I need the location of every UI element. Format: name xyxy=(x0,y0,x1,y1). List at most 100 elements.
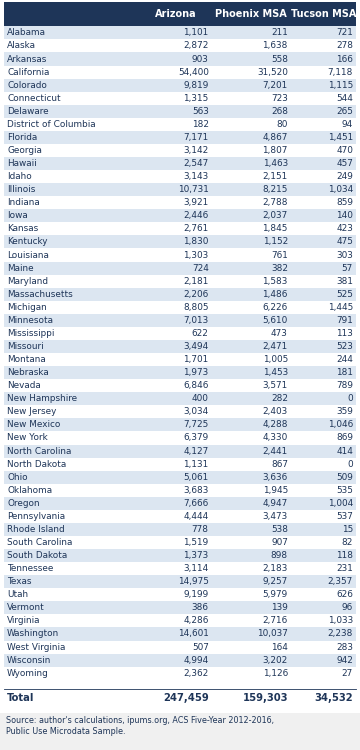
Text: 3,473: 3,473 xyxy=(263,512,288,521)
Text: 558: 558 xyxy=(271,55,288,64)
Text: 247,459: 247,459 xyxy=(163,694,209,703)
Bar xyxy=(4,301,356,313)
Text: 5,610: 5,610 xyxy=(263,316,288,325)
Text: 2,181: 2,181 xyxy=(183,277,209,286)
Bar xyxy=(4,496,356,510)
Text: 2,761: 2,761 xyxy=(184,224,209,233)
Text: 359: 359 xyxy=(336,407,353,416)
Text: North Dakota: North Dakota xyxy=(7,460,66,469)
Text: Alabama: Alabama xyxy=(7,28,46,38)
Bar xyxy=(4,640,356,653)
Text: 139: 139 xyxy=(271,603,288,612)
Text: 6,226: 6,226 xyxy=(263,303,288,312)
Text: 2,238: 2,238 xyxy=(328,629,353,638)
Text: 942: 942 xyxy=(336,656,353,664)
Text: 473: 473 xyxy=(271,329,288,338)
Text: 537: 537 xyxy=(336,512,353,521)
Text: 1,973: 1,973 xyxy=(184,368,209,377)
Text: 164: 164 xyxy=(271,643,288,652)
Text: 1,152: 1,152 xyxy=(263,238,288,247)
Text: 182: 182 xyxy=(192,120,209,129)
Text: 1,373: 1,373 xyxy=(184,551,209,560)
Text: 3,494: 3,494 xyxy=(184,342,209,351)
Bar xyxy=(4,688,356,708)
Text: District of Columbia: District of Columbia xyxy=(7,120,96,129)
Text: 778: 778 xyxy=(192,525,209,534)
Text: 3,636: 3,636 xyxy=(263,472,288,482)
Text: 4,127: 4,127 xyxy=(184,446,209,455)
Text: 622: 622 xyxy=(192,329,209,338)
Text: 9,199: 9,199 xyxy=(184,590,209,599)
Text: 3,571: 3,571 xyxy=(263,381,288,390)
Text: Iowa: Iowa xyxy=(7,211,28,220)
Text: 10,037: 10,037 xyxy=(257,629,288,638)
Text: 8,215: 8,215 xyxy=(262,185,288,194)
Text: 1,583: 1,583 xyxy=(262,277,288,286)
Text: Connecticut: Connecticut xyxy=(7,94,60,103)
Text: Wyoming: Wyoming xyxy=(7,669,49,678)
Text: 1,945: 1,945 xyxy=(263,486,288,495)
Text: 523: 523 xyxy=(336,342,353,351)
Text: 869: 869 xyxy=(336,433,353,442)
Text: 507: 507 xyxy=(192,643,209,652)
Text: 3,683: 3,683 xyxy=(183,486,209,495)
Text: West Virginia: West Virginia xyxy=(7,643,66,652)
Bar xyxy=(4,340,356,353)
Bar xyxy=(4,510,356,523)
Text: New Hampshire: New Hampshire xyxy=(7,394,77,404)
Text: 2,872: 2,872 xyxy=(183,41,209,50)
Text: 282: 282 xyxy=(271,394,288,404)
Text: 791: 791 xyxy=(336,316,353,325)
Text: 4,947: 4,947 xyxy=(263,499,288,508)
Bar xyxy=(4,680,356,688)
Text: 0: 0 xyxy=(347,460,353,469)
Text: Georgia: Georgia xyxy=(7,146,42,155)
Text: 509: 509 xyxy=(336,472,353,482)
Bar xyxy=(4,26,356,40)
Text: 166: 166 xyxy=(336,55,353,64)
Text: 1,046: 1,046 xyxy=(328,421,353,430)
Text: 6,379: 6,379 xyxy=(184,433,209,442)
Text: 400: 400 xyxy=(192,394,209,404)
Text: Oregon: Oregon xyxy=(7,499,40,508)
Text: 626: 626 xyxy=(336,590,353,599)
Text: 1,004: 1,004 xyxy=(328,499,353,508)
Text: 470: 470 xyxy=(336,146,353,155)
Text: Montana: Montana xyxy=(7,355,46,364)
Text: 34,532: 34,532 xyxy=(314,694,353,703)
Bar xyxy=(4,380,356,392)
Text: 3,142: 3,142 xyxy=(184,146,209,155)
Text: Michigan: Michigan xyxy=(7,303,47,312)
Bar xyxy=(4,628,356,640)
Text: Arizona: Arizona xyxy=(155,9,197,20)
Text: 3,202: 3,202 xyxy=(263,656,288,664)
Text: Mississippi: Mississippi xyxy=(7,329,54,338)
Text: 535: 535 xyxy=(336,486,353,495)
Text: 1,701: 1,701 xyxy=(184,355,209,364)
Text: 4,330: 4,330 xyxy=(263,433,288,442)
Text: Kentucky: Kentucky xyxy=(7,238,48,247)
Text: 1,034: 1,034 xyxy=(328,185,353,194)
Text: 1,519: 1,519 xyxy=(184,538,209,547)
Bar xyxy=(4,2,356,26)
Bar xyxy=(4,248,356,262)
Text: Illinois: Illinois xyxy=(7,185,35,194)
Bar xyxy=(4,549,356,562)
Text: 31,520: 31,520 xyxy=(257,68,288,76)
Text: Pennsylvania: Pennsylvania xyxy=(7,512,65,521)
Bar xyxy=(4,458,356,471)
Text: 82: 82 xyxy=(342,538,353,547)
Bar xyxy=(4,405,356,418)
Text: 457: 457 xyxy=(336,159,353,168)
Text: 4,288: 4,288 xyxy=(262,421,288,430)
Text: Source: author's calculations, ipums.org, ACS Five-Year 2012-2016,: Source: author's calculations, ipums.org… xyxy=(6,716,274,724)
Bar xyxy=(4,222,356,236)
Text: Maryland: Maryland xyxy=(7,277,48,286)
Text: 2,446: 2,446 xyxy=(184,211,209,220)
Text: 2,362: 2,362 xyxy=(184,669,209,678)
Text: 563: 563 xyxy=(192,106,209,116)
Text: South Carolina: South Carolina xyxy=(7,538,72,547)
Text: 386: 386 xyxy=(192,603,209,612)
Text: Florida: Florida xyxy=(7,133,37,142)
Text: 1,845: 1,845 xyxy=(262,224,288,233)
